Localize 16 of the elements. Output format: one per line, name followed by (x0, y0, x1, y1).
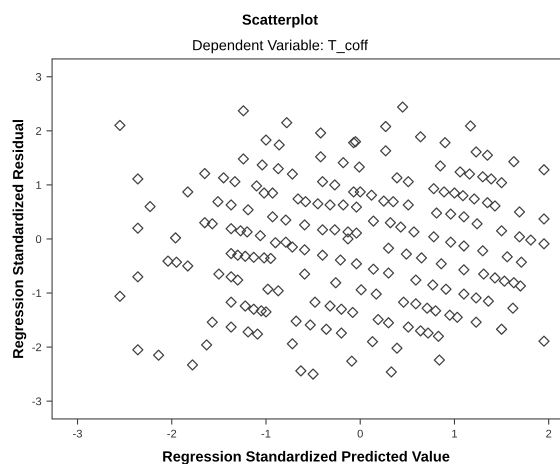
x-tick-label: 0 (358, 430, 363, 438)
x-tick-label: -1 (262, 430, 270, 438)
y-tick-label: -2 (32, 343, 42, 352)
y-tick-label: 0 (36, 235, 42, 244)
y-tick-label: 1 (36, 181, 42, 189)
y-tick-label: 2 (36, 127, 42, 135)
y-axis-title: Regression Standardized Residual (12, 120, 26, 358)
x-tick-label: 1 (452, 430, 458, 438)
y-tick-label: -3 (32, 397, 42, 406)
x-tick-label: -3 (73, 430, 82, 438)
y-tick-label: 3 (36, 73, 42, 81)
x-tick-label: 2 (546, 430, 552, 438)
chart-title: Scatterplot (242, 14, 318, 28)
y-tick-label: -1 (32, 289, 42, 298)
chart-subtitle: Dependent Variable: T_coff (193, 40, 368, 54)
x-tick-label: -2 (167, 430, 176, 438)
